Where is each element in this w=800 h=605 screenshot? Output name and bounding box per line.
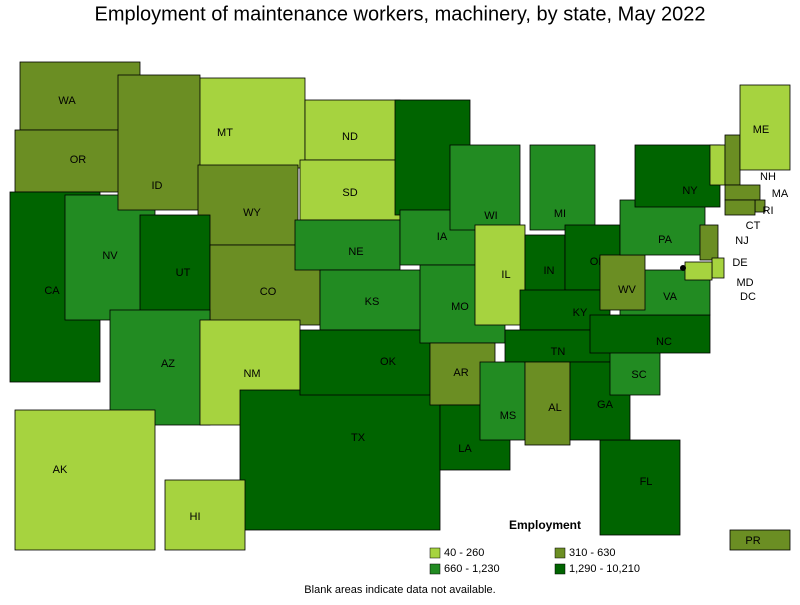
state-label: AL: [548, 402, 561, 414]
state-label: NH: [760, 171, 776, 183]
state: [304, 99, 401, 161]
state-label: MT: [217, 127, 233, 139]
state: [239, 389, 441, 531]
state: [609, 349, 661, 396]
state-label: MS: [500, 410, 517, 422]
state: [589, 314, 711, 354]
state-label: UT: [176, 267, 191, 279]
legend-swatch: [554, 547, 566, 559]
state-label: MD: [736, 277, 753, 289]
state-label: IN: [544, 265, 555, 277]
state-label: WA: [58, 95, 76, 107]
map-title: Employment of maintenance workers, machi…: [94, 3, 705, 25]
state-label: FL: [640, 476, 653, 488]
state: [699, 224, 719, 261]
state-label: MI: [554, 208, 566, 220]
state-label: VA: [663, 291, 678, 303]
state: [319, 269, 431, 331]
state: [739, 84, 791, 171]
state-label: KS: [365, 296, 380, 308]
state-label: NC: [656, 336, 672, 348]
state: [634, 144, 721, 208]
state: [529, 144, 596, 231]
state-label: WV: [618, 284, 636, 296]
state-label: WI: [484, 210, 497, 222]
state: [724, 199, 756, 216]
state-label: CT: [746, 220, 761, 232]
state: [724, 184, 761, 201]
state-label: SD: [342, 187, 357, 199]
state-label: ME: [753, 124, 770, 136]
state-label: TN: [551, 346, 566, 358]
state-label: RI: [763, 205, 774, 217]
legend-label: 40 - 260: [444, 547, 484, 559]
state-label: IA: [437, 231, 448, 243]
state: [139, 214, 211, 316]
state-label: HI: [190, 511, 201, 523]
state: [14, 129, 126, 193]
state: [729, 529, 791, 551]
footnote: Blank areas indicate data not available.: [304, 584, 495, 596]
state: [680, 265, 686, 271]
state-label: DE: [732, 257, 747, 269]
legend-label: 660 - 1,230: [444, 563, 500, 575]
state-label: DC: [740, 291, 756, 303]
state-label: ND: [342, 131, 358, 143]
state: [164, 479, 246, 551]
legend-title: Employment: [509, 518, 581, 532]
state: [299, 329, 431, 396]
state: [724, 134, 741, 186]
state-label: WY: [243, 207, 261, 219]
state-label: PR: [745, 535, 760, 547]
state: [109, 309, 211, 426]
state-label: TX: [351, 432, 366, 444]
state-label: OK: [380, 356, 397, 368]
state: [599, 439, 681, 536]
state-label: MA: [772, 188, 789, 200]
state-label: AZ: [161, 358, 175, 370]
state: [294, 219, 401, 271]
state-label: NJ: [735, 235, 748, 247]
state-label: AK: [53, 464, 68, 476]
state-label: AR: [453, 367, 468, 379]
legend-swatch: [429, 547, 441, 559]
legend-label: 310 - 630: [569, 547, 615, 559]
state: [474, 224, 526, 326]
state: [524, 361, 571, 446]
state: [599, 254, 646, 311]
state-label: NM: [243, 368, 260, 380]
state: [14, 409, 156, 551]
state: [449, 144, 521, 231]
state-label: IL: [501, 269, 510, 281]
state-label: NV: [102, 250, 118, 262]
state: [709, 144, 726, 186]
state-label: PA: [658, 234, 673, 246]
state: [197, 164, 299, 246]
state: [117, 74, 201, 211]
legend-swatch: [554, 563, 566, 575]
state-label: CA: [44, 285, 60, 297]
state-label: MO: [451, 301, 469, 313]
state-label: SC: [631, 369, 646, 381]
state: [684, 261, 713, 281]
state-label: GA: [597, 399, 614, 411]
state-label: KY: [573, 307, 588, 319]
state-label: NE: [348, 246, 363, 258]
state-label: NY: [682, 185, 698, 197]
state: [619, 199, 706, 256]
state: [711, 257, 725, 279]
state-label: OR: [70, 154, 87, 166]
state: [479, 361, 526, 441]
state-label: ID: [152, 180, 163, 192]
state-label: LA: [458, 443, 472, 455]
legend-swatch: [429, 563, 441, 575]
state-label: CO: [260, 286, 277, 298]
legend-label: 1,290 - 10,210: [569, 563, 640, 575]
